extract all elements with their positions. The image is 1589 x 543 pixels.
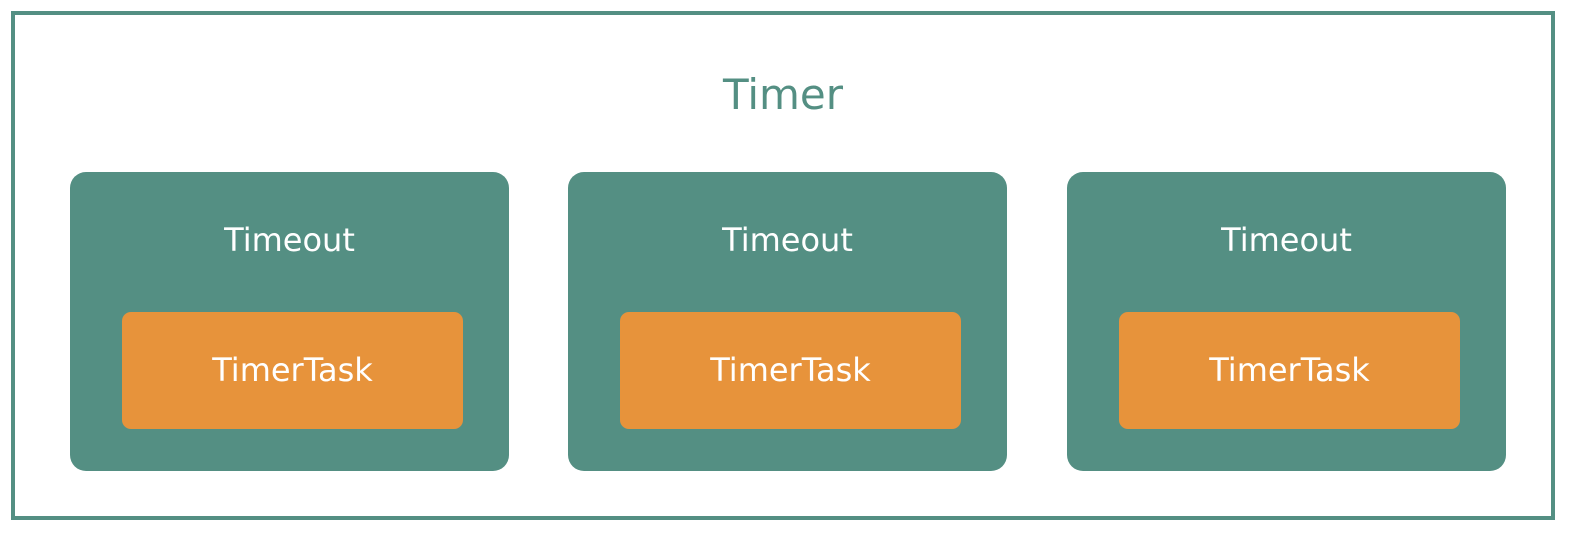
timer-title: Timer bbox=[722, 70, 844, 119]
timeout-box: Timeout TimerTask bbox=[1067, 172, 1506, 471]
timeout-box: Timeout TimerTask bbox=[70, 172, 509, 471]
timer-task-box: TimerTask bbox=[1119, 312, 1460, 429]
timer-container: Timer Timeout TimerTask Timeout TimerTas… bbox=[11, 11, 1555, 520]
timer-task-label: TimerTask bbox=[212, 351, 373, 389]
timeout-label: Timeout bbox=[224, 221, 355, 259]
timer-task-label: TimerTask bbox=[1209, 351, 1370, 389]
timeout-box: Timeout TimerTask bbox=[568, 172, 1007, 471]
timeout-label: Timeout bbox=[1221, 221, 1352, 259]
timer-task-box: TimerTask bbox=[122, 312, 463, 429]
timeout-label: Timeout bbox=[722, 221, 853, 259]
timer-task-label: TimerTask bbox=[710, 351, 871, 389]
timer-task-box: TimerTask bbox=[620, 312, 961, 429]
